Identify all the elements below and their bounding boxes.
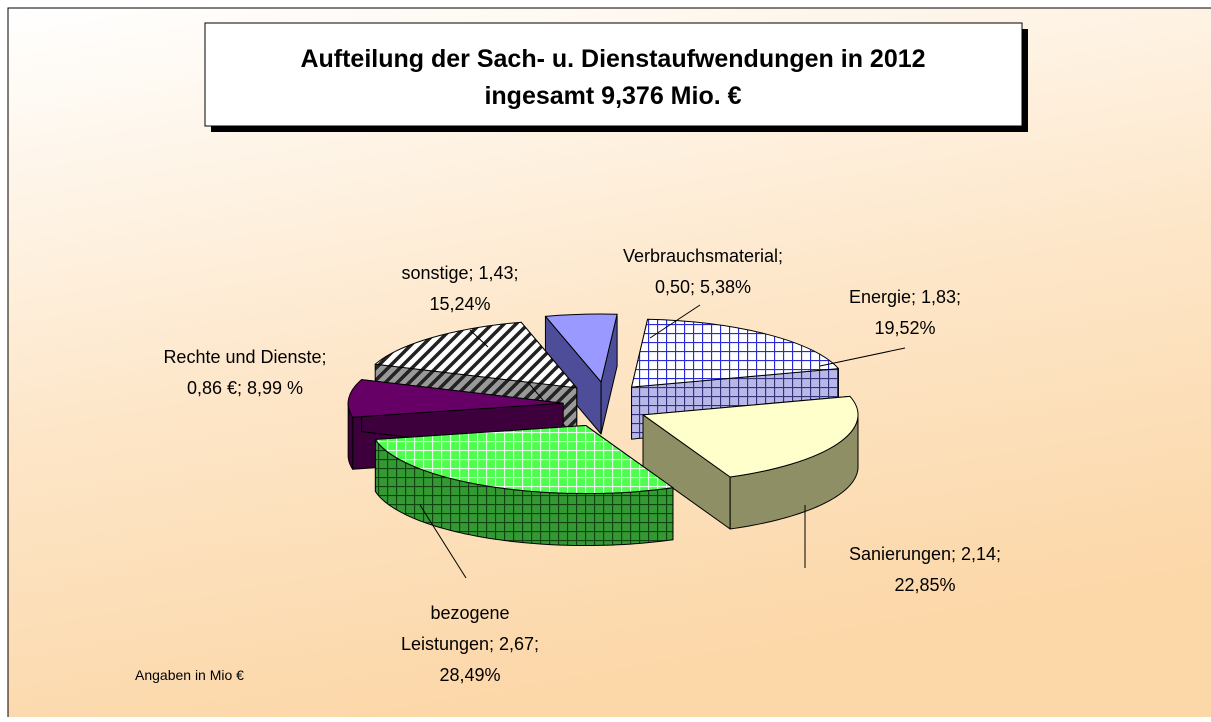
labels: Verbrauchsmaterial; 0,50; 5,38% Energie; 1… <box>163 246 1001 685</box>
data-label-line: bezogene <box>430 603 509 623</box>
data-label-line: Verbrauchsmaterial; <box>623 246 783 266</box>
slice <box>374 425 674 495</box>
title-box <box>204 22 1023 127</box>
chart-subtitle: ingesamt 9,376 Mio. € <box>484 82 741 110</box>
data-label-line: Energie; 1,83; <box>849 287 961 307</box>
leader-line <box>469 329 489 348</box>
data-label: Verbrauchsmaterial; 0,50; 5,38% <box>623 246 783 297</box>
data-label-line: 19,52% <box>874 318 935 338</box>
data-label: Rechte und Dienste; 0,86 €; 8,99 % <box>163 347 326 398</box>
chart-title: Aufteilung der Sach- u. Dienstaufwendung… <box>300 45 925 73</box>
data-label-line: 0,50; 5,38% <box>655 277 751 297</box>
note: Angaben in Mio € <box>135 667 244 683</box>
data-label-line: sonstige; 1,43; <box>401 263 518 283</box>
data-label-line: 28,49% <box>439 665 500 685</box>
data-label-line: 15,24% <box>429 294 490 314</box>
data-label-line: 22,85% <box>894 575 955 595</box>
data-label-line: 0,86 €; 8,99 % <box>187 378 303 398</box>
slice <box>374 321 578 389</box>
slice <box>631 318 839 388</box>
leader-line <box>419 504 467 579</box>
data-label: sonstige; 1,43; 15,24% <box>401 263 518 314</box>
pie <box>347 313 859 547</box>
slice <box>642 395 859 478</box>
data-label-line: Sanierungen; 2,14; <box>849 544 1001 564</box>
data-label-line: Rechte und Dienste; <box>163 347 326 367</box>
data-label: Energie; 1,83; 19,52% <box>849 287 961 338</box>
data-label-line: Leistungen; 2,67; <box>401 634 539 654</box>
leader-line <box>649 304 701 339</box>
leader-line <box>819 347 906 367</box>
data-label: bezogene Leistungen; 2,67; 28,49% <box>401 603 539 685</box>
data-label: Sanierungen; 2,14; 22,85% <box>849 544 1001 595</box>
slice <box>347 379 564 418</box>
slice <box>544 313 618 383</box>
